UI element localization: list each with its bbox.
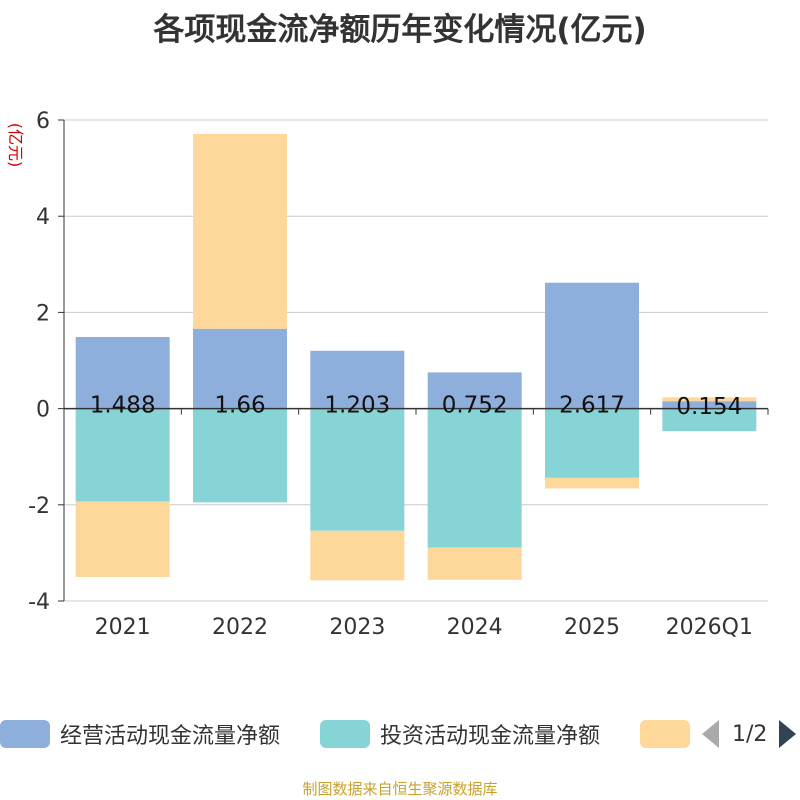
data-label-operating: 0.752 (442, 393, 508, 419)
bar-operating-2025 (545, 282, 639, 409)
y-tick-label: 4 (36, 205, 50, 230)
x-tick-label: 2022 (212, 615, 268, 640)
bar-investing-2024 (427, 408, 522, 548)
y-tick-label: -4 (28, 590, 50, 615)
y-tick-label: 0 (36, 398, 50, 423)
x-tick-label: 2023 (329, 615, 385, 640)
legend-swatch-investing (320, 720, 370, 748)
data-label-operating: 0.154 (676, 394, 742, 420)
bar-financing-2022 (193, 133, 287, 329)
y-tick-label: 2 (36, 301, 50, 326)
data-label-operating: 1.488 (90, 393, 156, 419)
bar-financing-2021 (75, 501, 170, 577)
bar-investing-2023 (310, 408, 405, 531)
data-source-note: 制图数据来自恒生聚源数据库 (302, 780, 498, 798)
legend: 经营活动现金流量净额 投资活动现金流量净额 1/2 (0, 716, 800, 752)
bar-investing-2021 (75, 408, 170, 502)
x-tick-label: 2026Q1 (666, 615, 753, 640)
bar-operating-2023 (310, 350, 405, 409)
legend-label-investing: 投资活动现金流量净额 (380, 724, 601, 749)
legend-item-operating[interactable]: 经营活动现金流量净额 (0, 716, 280, 752)
next-page-icon[interactable] (779, 720, 797, 748)
data-label-operating: 1.203 (324, 393, 390, 419)
bar-operating-2021 (75, 337, 170, 409)
bar-investing-2026Q1 (662, 408, 757, 432)
cashflow-bar-chart: -4 -2 0 2 4 6 (亿元) 2021 2022 2023 2024 2025 2026Q1 1.… (6, 109, 769, 640)
bar-operating-2024 (427, 372, 522, 409)
legend-page-indicator: 1/2 (732, 721, 768, 747)
legend-swatch-operating (0, 720, 50, 748)
x-tick-label: 2025 (564, 615, 620, 640)
y-tick-label: 6 (36, 109, 50, 134)
bar-financing-2025 (545, 477, 639, 489)
legend-swatch-financing (640, 720, 690, 748)
y-tick-label: -2 (28, 494, 50, 519)
legend-item-investing[interactable]: 投资活动现金流量净额 (320, 716, 600, 752)
prev-page-icon[interactable] (702, 720, 719, 748)
bar-financing-2023 (310, 530, 405, 581)
legend-label-operating: 经营活动现金流量净额 (60, 724, 281, 749)
bar-financing-2026Q1 (662, 397, 757, 402)
x-tick-label: 2021 (95, 615, 151, 640)
bar-financing-2024 (427, 547, 522, 580)
bar-investing-2022 (193, 408, 287, 503)
chart-title: 各项现金流净额历年变化情况(亿元) (153, 12, 647, 48)
legend-item-financing[interactable] (640, 716, 700, 752)
data-label-operating: 1.66 (214, 393, 265, 419)
legend-pager: 1/2 (702, 716, 797, 752)
data-label-operating: 2.617 (559, 393, 625, 419)
bar-investing-2025 (545, 408, 639, 478)
bar-operating-2022 (193, 328, 287, 409)
x-tick-label: 2024 (447, 615, 503, 640)
bar-operating-2026Q1 (662, 401, 757, 409)
y-axis-label: (亿元) (6, 123, 25, 168)
